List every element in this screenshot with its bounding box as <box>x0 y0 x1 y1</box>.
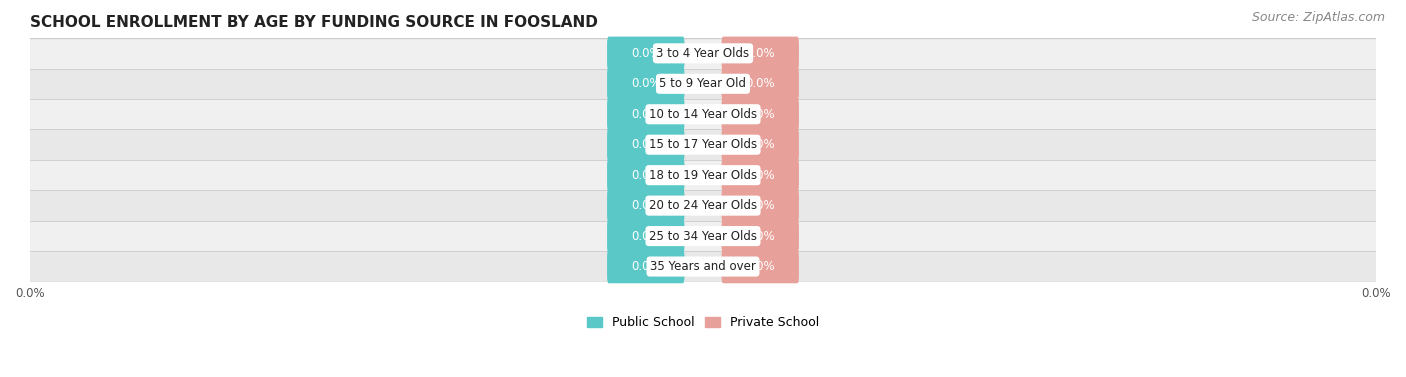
FancyBboxPatch shape <box>607 219 685 253</box>
Text: 0.0%: 0.0% <box>745 199 775 212</box>
Legend: Public School, Private School: Public School, Private School <box>588 316 818 329</box>
FancyBboxPatch shape <box>721 189 799 222</box>
Text: 0.0%: 0.0% <box>745 108 775 121</box>
Text: 0.0%: 0.0% <box>745 169 775 182</box>
Text: SCHOOL ENROLLMENT BY AGE BY FUNDING SOURCE IN FOOSLAND: SCHOOL ENROLLMENT BY AGE BY FUNDING SOUR… <box>30 15 598 30</box>
FancyBboxPatch shape <box>607 158 685 192</box>
FancyBboxPatch shape <box>721 37 799 70</box>
Text: 15 to 17 Year Olds: 15 to 17 Year Olds <box>650 138 756 151</box>
FancyBboxPatch shape <box>607 98 685 131</box>
Text: 3 to 4 Year Olds: 3 to 4 Year Olds <box>657 47 749 60</box>
FancyBboxPatch shape <box>721 98 799 131</box>
FancyBboxPatch shape <box>721 219 799 253</box>
FancyBboxPatch shape <box>721 250 799 283</box>
FancyBboxPatch shape <box>607 128 685 161</box>
Text: 0.0%: 0.0% <box>631 260 661 273</box>
Bar <box>30 251 1376 282</box>
Text: 35 Years and over: 35 Years and over <box>650 260 756 273</box>
Text: 25 to 34 Year Olds: 25 to 34 Year Olds <box>650 230 756 242</box>
Text: Source: ZipAtlas.com: Source: ZipAtlas.com <box>1251 11 1385 24</box>
Text: 0.0%: 0.0% <box>631 47 661 60</box>
Text: 0.0%: 0.0% <box>745 230 775 242</box>
Bar <box>30 190 1376 221</box>
FancyBboxPatch shape <box>721 158 799 192</box>
Text: 0.0%: 0.0% <box>745 47 775 60</box>
Bar <box>30 221 1376 251</box>
Bar <box>30 69 1376 99</box>
Text: 0.0%: 0.0% <box>745 260 775 273</box>
Text: 20 to 24 Year Olds: 20 to 24 Year Olds <box>650 199 756 212</box>
Text: 18 to 19 Year Olds: 18 to 19 Year Olds <box>650 169 756 182</box>
Text: 10 to 14 Year Olds: 10 to 14 Year Olds <box>650 108 756 121</box>
Bar <box>30 38 1376 69</box>
Bar <box>30 99 1376 129</box>
Bar <box>30 129 1376 160</box>
Text: 0.0%: 0.0% <box>631 169 661 182</box>
Bar <box>30 160 1376 190</box>
Text: 0.0%: 0.0% <box>631 230 661 242</box>
Text: 0.0%: 0.0% <box>631 108 661 121</box>
FancyBboxPatch shape <box>721 128 799 161</box>
FancyBboxPatch shape <box>607 189 685 222</box>
FancyBboxPatch shape <box>607 37 685 70</box>
Text: 0.0%: 0.0% <box>745 138 775 151</box>
Text: 0.0%: 0.0% <box>631 77 661 90</box>
Text: 5 to 9 Year Old: 5 to 9 Year Old <box>659 77 747 90</box>
FancyBboxPatch shape <box>721 67 799 101</box>
FancyBboxPatch shape <box>607 250 685 283</box>
Text: 0.0%: 0.0% <box>745 77 775 90</box>
Text: 0.0%: 0.0% <box>631 138 661 151</box>
Text: 0.0%: 0.0% <box>631 199 661 212</box>
FancyBboxPatch shape <box>607 67 685 101</box>
